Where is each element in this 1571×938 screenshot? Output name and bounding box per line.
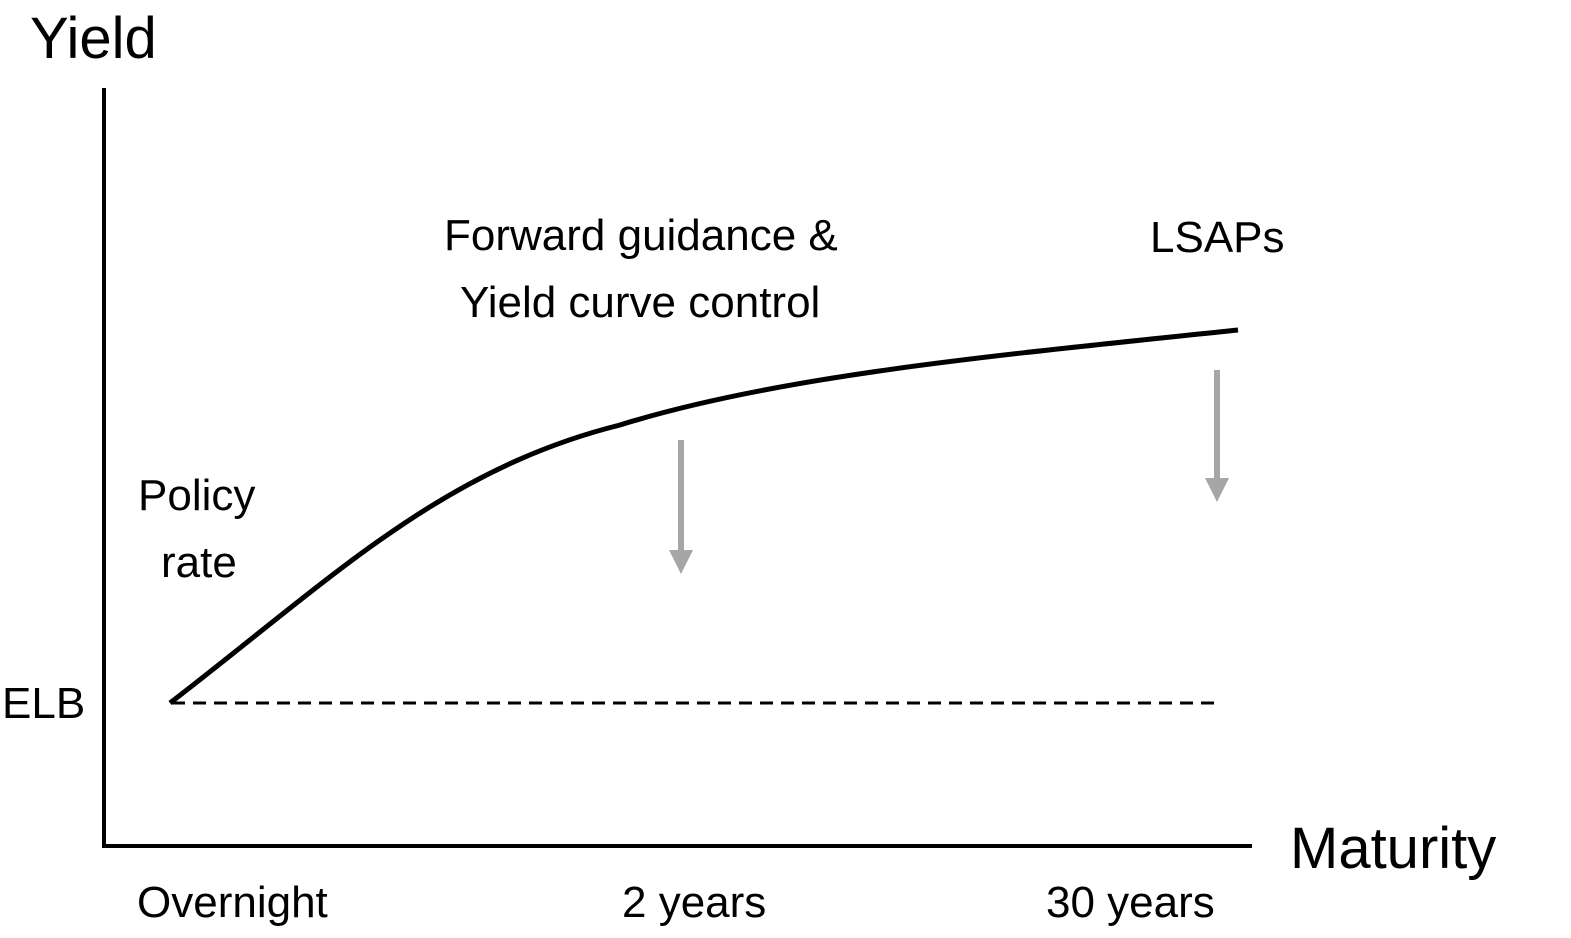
x-axis-title: Maturity: [1290, 816, 1496, 881]
elb-label: ELB: [2, 679, 85, 728]
yield-curve: [168, 327, 1239, 705]
tick-2-years: 2 years: [622, 878, 766, 927]
policy-rate-label-line2: rate: [161, 538, 237, 587]
y-axis-title: Yield: [30, 6, 157, 71]
lsaps-label: LSAPs: [1150, 213, 1285, 262]
policy-rate-label-line1: Policy: [138, 471, 255, 520]
tick-overnight: Overnight: [137, 878, 328, 927]
down-arrow-2y: [669, 440, 693, 574]
down-arrow-30y: [1205, 370, 1229, 502]
forward-guidance-label-line2: Yield curve control: [460, 278, 820, 327]
forward-guidance-label-line1: Forward guidance &: [444, 211, 838, 260]
tick-30-years: 30 years: [1046, 878, 1215, 927]
